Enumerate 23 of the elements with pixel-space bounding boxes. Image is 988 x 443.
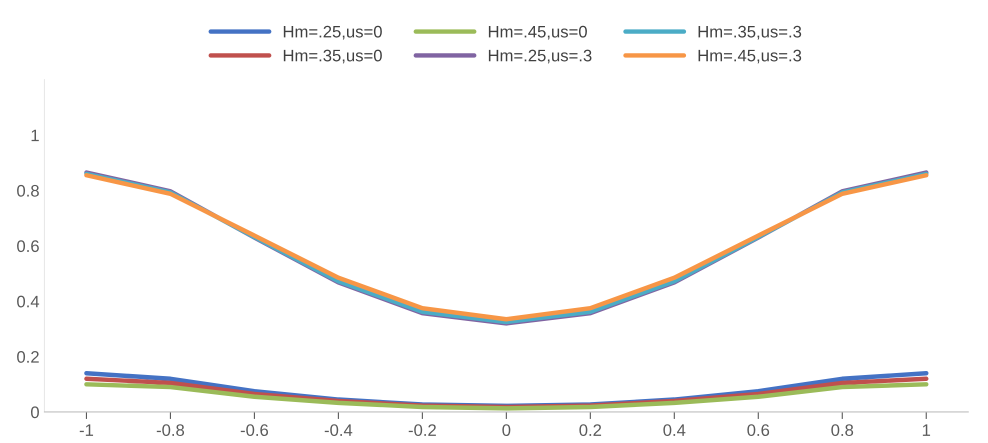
x-tick-label: 0.6 (747, 424, 770, 436)
y-tick-label: 0.6 (17, 240, 39, 252)
x-tick-label: -1 (80, 424, 94, 436)
legend-label: Hm=.35,us=.3 (698, 26, 802, 40)
x-tick-label: -0.8 (156, 424, 184, 436)
x-tick-label: 0.2 (579, 424, 602, 436)
x-tick-label: 0.4 (663, 424, 686, 436)
y-tick-label: 0.4 (17, 296, 40, 308)
y-tick-label: 0.8 (17, 184, 39, 197)
x-tick-label: 1 (922, 424, 930, 436)
x-tick-label: -0.2 (408, 424, 436, 436)
legend-label: Hm=.25,us=0 (284, 26, 382, 40)
y-tick-label: 0 (30, 406, 39, 418)
x-tick-label: -0.6 (240, 424, 268, 436)
x-tick-label: 0 (502, 424, 510, 436)
x-tick-label: -0.4 (324, 424, 352, 436)
legend-label: Hm=.35,us=0 (284, 50, 382, 64)
x-tick-label: 0.8 (831, 424, 854, 436)
legend-label: Hm=.45,us=0 (488, 26, 587, 40)
legend-label: Hm=.45,us=.3 (698, 50, 802, 64)
y-tick-label: 1 (32, 130, 39, 142)
legend-label: Hm=.25,us=.3 (488, 50, 592, 64)
y-tick-label: 0.2 (17, 351, 39, 363)
